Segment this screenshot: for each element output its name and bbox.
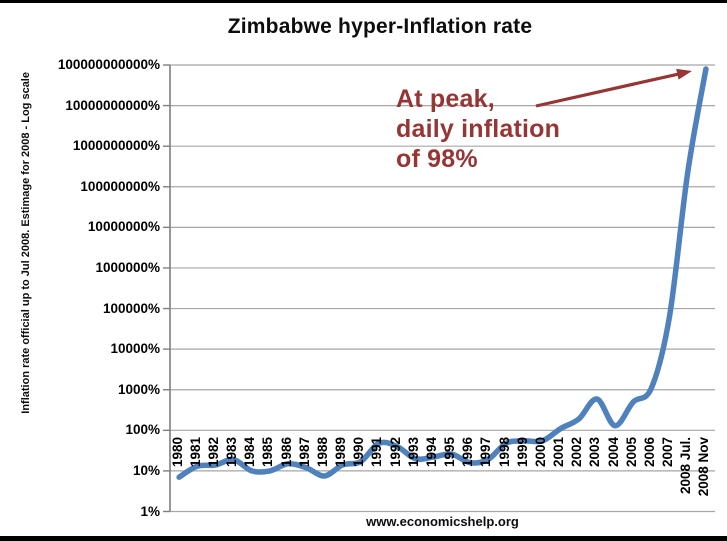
annotation-line-3: of 98%: [396, 145, 478, 173]
x-tick-label: 2004: [605, 437, 621, 468]
x-tick-label: 2003: [587, 437, 603, 468]
inflation-line-series: [176, 66, 709, 480]
x-tick-label: 1984: [242, 437, 258, 468]
y-tick-label: 100000000%: [80, 178, 160, 194]
x-tick-label: 1982: [205, 437, 221, 468]
x-tick-label: 1999: [514, 437, 530, 468]
x-tick-label: 1987: [296, 437, 312, 468]
annotation-arrow-shaft: [535, 72, 681, 108]
annotation-line-1: At peak,: [396, 85, 495, 113]
y-tick-label: 1000%: [117, 381, 160, 397]
peak-annotation: At peak, daily inflation of 98%: [396, 84, 560, 174]
watermark-text: www.economicshelp.org: [366, 514, 519, 529]
y-tick-label: 10000%: [110, 341, 160, 357]
annotation-line-2: daily inflation: [396, 115, 561, 143]
x-tick-label: 2008 Nov: [696, 437, 712, 497]
bottom-border-bar: [0, 536, 727, 541]
y-tick-label: 100%: [125, 422, 160, 438]
x-tick-label: 1986: [278, 437, 294, 468]
x-tick-label: 1998: [496, 437, 512, 468]
y-tick-label: 10000000%: [87, 219, 160, 235]
x-tick-label: 1997: [478, 437, 494, 468]
top-border-bar: [0, 0, 727, 3]
x-tick-label: 1994: [423, 437, 439, 468]
y-tick-label: 100000%: [102, 300, 160, 316]
y-tick-label: 10000000000%: [65, 97, 160, 113]
x-tick-label: 1995: [442, 437, 458, 468]
y-tick-label: 1000000000%: [72, 138, 160, 154]
x-tick-label: 2000: [532, 437, 548, 468]
x-tick-label: 2008 Jul.: [678, 437, 694, 495]
x-tick-label: 1983: [224, 437, 240, 468]
x-tick-label: 1992: [387, 437, 403, 468]
x-tick-label: 1996: [460, 437, 476, 468]
x-tick-label: 1985: [260, 437, 276, 468]
x-tick-label: 2002: [569, 437, 585, 468]
y-tick-label: 100000000000%: [57, 57, 160, 72]
chart-title: Zimbabwe hyper-Inflation rate: [227, 15, 533, 38]
x-tick-label: 1980: [169, 437, 185, 468]
x-tick-label: 2006: [641, 437, 657, 468]
y-tick-label: 10%: [132, 462, 160, 478]
x-tick-label: 1981: [187, 437, 203, 468]
x-tick-label: 1990: [351, 437, 367, 468]
x-tick-label: 2005: [623, 437, 639, 468]
y-tick-label: 1000000%: [95, 259, 160, 275]
x-tick-label: 1993: [405, 437, 421, 468]
x-tick-label: 1988: [314, 437, 330, 468]
x-tick-label: 1991: [369, 437, 385, 468]
x-tick-label: 2001: [551, 437, 567, 468]
annotation-arrow-head: [676, 68, 692, 80]
y-tick-label: 1%: [140, 503, 160, 519]
x-tick-label: 1989: [333, 437, 349, 468]
x-tick-label: 2007: [660, 437, 676, 468]
